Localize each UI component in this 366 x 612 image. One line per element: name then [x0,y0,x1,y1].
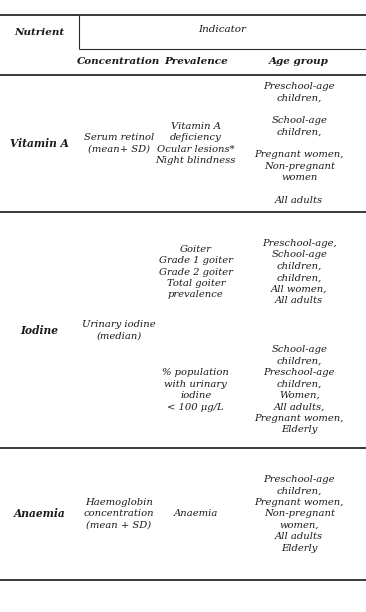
Text: % population
with urinary
iodine
< 100 μg/L: % population with urinary iodine < 100 μ… [163,368,229,411]
Text: Age group: Age group [269,57,329,66]
Text: Anaemia: Anaemia [173,509,218,518]
Text: Prevalence: Prevalence [164,57,228,66]
Text: School-age
children,
Preschool-age
children,
Women,
All adults,
Pregnant women,
: School-age children, Preschool-age child… [254,345,344,435]
Text: Vitamin A
deficiency
Ocular lesions*
Night blindness: Vitamin A deficiency Ocular lesions* Nig… [156,122,236,165]
Text: Nutrient: Nutrient [14,28,64,37]
Text: Vitamin A: Vitamin A [10,138,69,149]
Text: Goiter
Grade 1 goiter
Grade 2 goiter
Total goiter
prevalence: Goiter Grade 1 goiter Grade 2 goiter Tot… [159,245,233,299]
Text: Preschool-age
children,

School-age
children,

Pregnant women,
Non-pregnant
wome: Preschool-age children, School-age child… [254,82,344,205]
Text: Iodine: Iodine [20,325,58,335]
Text: Indicator: Indicator [198,25,246,34]
Text: Anaemia: Anaemia [14,509,65,519]
Text: Haemoglobin
concentration
(mean + SD): Haemoglobin concentration (mean + SD) [84,498,154,530]
Text: Preschool-age,
School-age
children,
children,
All women,
All adults: Preschool-age, School-age children, chil… [262,239,336,305]
Text: Urinary iodine
(median): Urinary iodine (median) [82,320,156,340]
Text: Concentration: Concentration [77,57,161,66]
Text: Preschool-age
children,
Pregnant women,
Non-pregnant
women,
All adults
Elderly: Preschool-age children, Pregnant women, … [254,475,344,553]
Text: Serum retinol
(mean+ SD): Serum retinol (mean+ SD) [84,133,154,154]
